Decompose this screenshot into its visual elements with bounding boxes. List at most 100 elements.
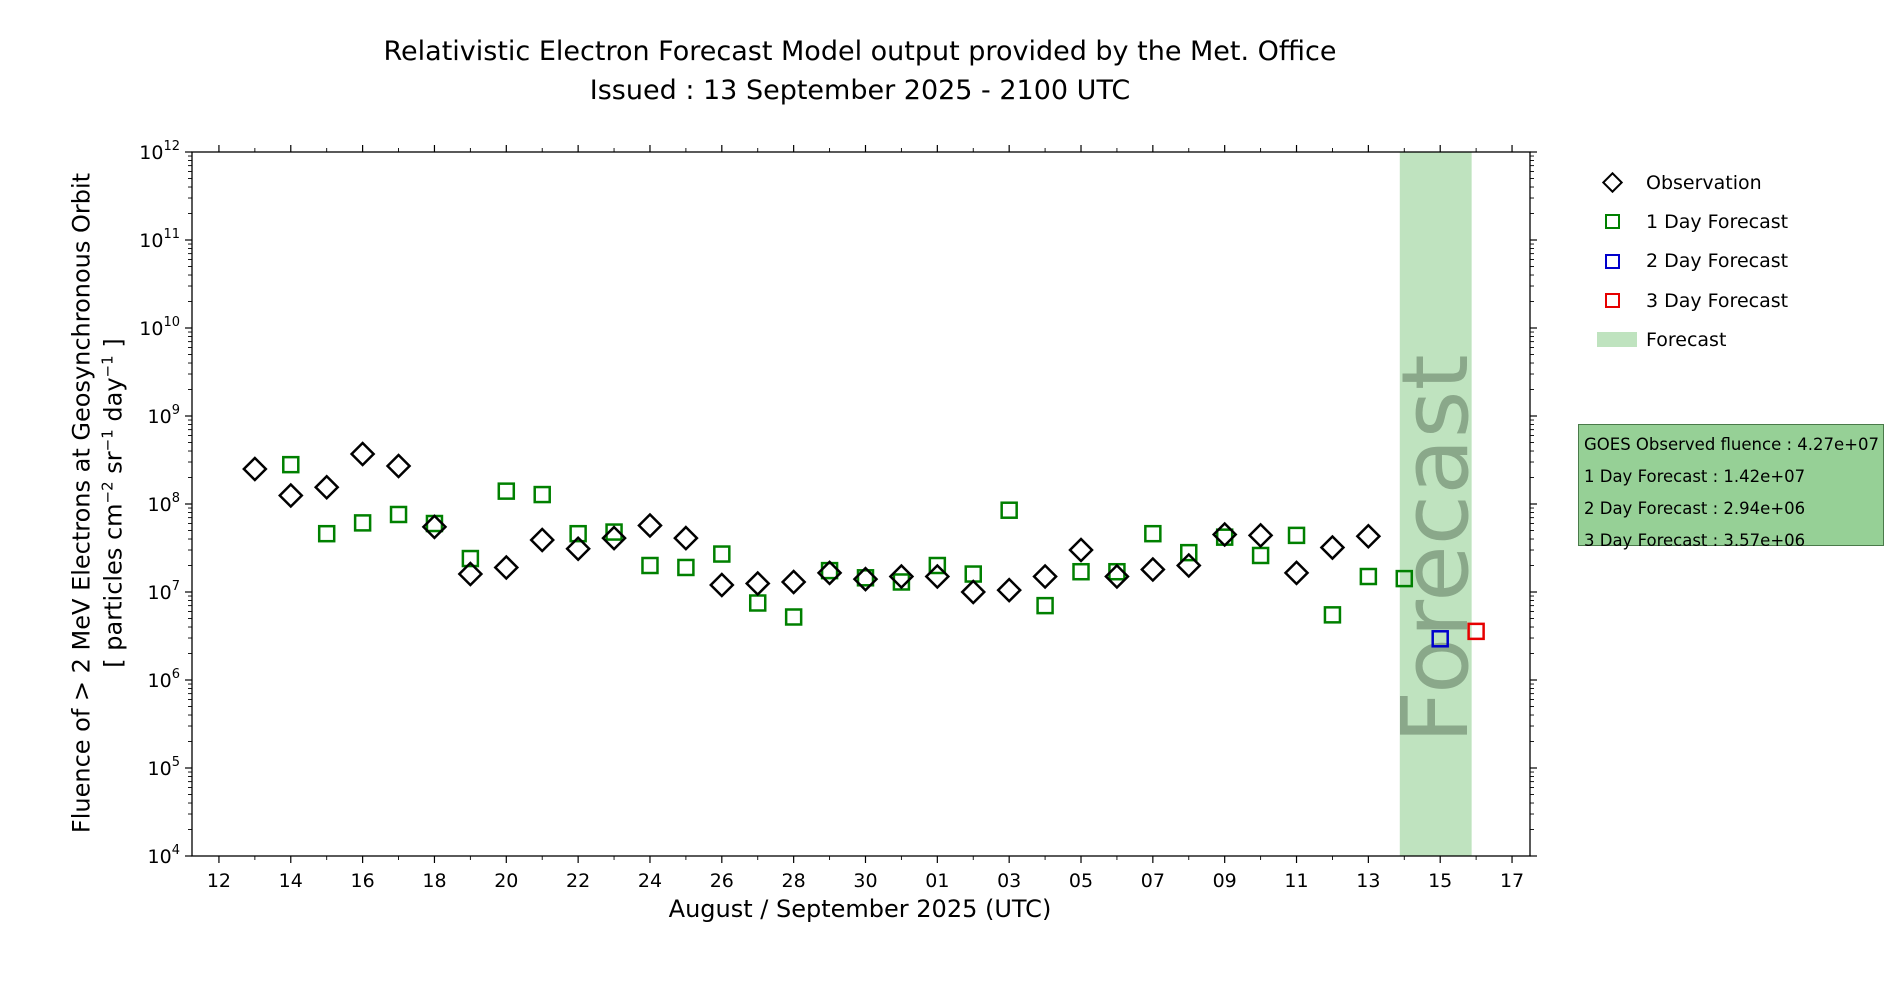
1-day-forecast-point [389,505,408,524]
observation-point [1247,522,1274,549]
1-day-forecast-point [461,549,480,568]
observation-point [637,512,663,539]
1-day-forecast-point [748,594,767,612]
1-day-forecast-point [282,455,300,474]
observation-point [421,514,448,540]
1-day-forecast-point [1215,528,1234,546]
y-tick-label: 108 [148,491,180,516]
x-tick-label: 28 [782,870,806,892]
legend-label: 1 Day Forecast [1646,210,1789,233]
1-day-forecast-point [1000,501,1018,519]
observation-point [780,569,807,595]
legend-item-1day: 1 Day Forecast [1582,202,1882,241]
x-tick-label: 09 [1213,870,1237,892]
1-day-forecast-point [1395,569,1414,588]
1-day-forecast-point [1144,524,1162,543]
1-day-forecast-point [1359,567,1378,586]
observation-point [349,441,376,467]
1-day-forecast-point [569,524,587,543]
x-tick-label: 01 [925,870,949,892]
1-day-forecast-point [1072,562,1090,581]
legend-label: 3 Day Forecast [1646,289,1789,312]
observation-point [924,563,951,590]
info-2day-forecast: 2 Day Forecast : 2.94e+06 [1584,499,1806,518]
1-day-forecast-point [1251,546,1270,565]
observation-point [565,535,591,562]
observation-point [242,456,268,482]
observation-point [601,525,627,551]
observation-point [1355,523,1382,550]
legend-square-icon [1582,249,1642,273]
1-day-forecast-point [784,608,803,626]
x-tick-label: 30 [853,870,877,892]
1-day-forecast-point [1323,606,1342,624]
1-day-forecast-point [497,482,516,500]
legend-item-3day: 3 Day Forecast [1582,281,1882,320]
forecast-band-label: Forecast [1382,354,1489,743]
legend-diamond-icon [1582,171,1642,195]
y-tick-label: 1012 [139,139,180,164]
x-tick-label: 13 [1356,870,1380,892]
chart-title: Relativistic Electron Forecast Model out… [383,36,1337,67]
legend-label: 2 Day Forecast [1646,250,1789,273]
1-day-forecast-point [1180,543,1198,562]
chart-subtitle: Issued : 13 September 2025 - 2100 UTC [589,75,1131,106]
observation-point [457,561,484,587]
observation-point [1211,521,1238,548]
1-day-forecast-point [353,514,372,532]
observation-point [852,566,879,592]
x-tick-label: 05 [1069,870,1093,892]
observation-point [1319,534,1346,561]
observation-point [996,577,1022,603]
y-tick-label: 1011 [139,227,180,252]
x-tick-label: 22 [566,870,590,892]
y-tick-label: 105 [148,755,180,780]
observation-point [1140,556,1166,583]
legend-item-observation: Observation [1582,163,1882,202]
3-day-forecast-point [1467,622,1485,641]
observation-point [888,563,915,590]
x-tick-label: 15 [1428,870,1452,892]
observation-point [816,560,843,586]
1-day-forecast-point [1287,526,1306,545]
x-tick-label: 26 [710,870,734,892]
observation-point [529,527,555,553]
info-3day-forecast: 3 Day Forecast : 3.57e+06 [1584,531,1806,550]
plot-frame [191,151,1531,857]
legend-band-icon [1582,328,1642,352]
observation-point [1032,563,1058,590]
x-tick-label: 12 [207,870,231,892]
legend-label: Forecast [1646,328,1727,351]
x-tick-label: 11 [1284,870,1308,892]
forecast-band [1399,152,1472,856]
observation-point [744,570,771,597]
observation-point [493,554,520,581]
legend-label: Observation [1646,171,1762,194]
y-tick-label: 107 [148,579,180,604]
observation-point [960,579,987,605]
legend-item-2day: 2 Day Forecast [1582,242,1882,281]
1-day-forecast-point [533,485,551,504]
x-tick-label: 03 [997,870,1021,892]
1-day-forecast-point [713,545,731,563]
x-tick-label: 20 [494,870,518,892]
1-day-forecast-point [928,556,947,575]
x-tick-label: 18 [422,870,446,892]
observation-point [673,525,699,551]
x-tick-label: 14 [279,870,303,892]
info-1day-forecast: 1 Day Forecast : 1.42e+07 [1584,467,1806,486]
1-day-forecast-point [892,573,911,591]
x-tick-label: 16 [351,870,375,892]
y-tick-label: 106 [148,667,180,692]
legend-item-forecast: Forecast [1582,320,1882,359]
x-axis-label: August / September 2025 (UTC) [668,895,1052,923]
1-day-forecast-point [1036,596,1054,615]
observation-point [1068,537,1094,563]
y-tick-label: 109 [148,403,180,428]
observation-point [709,572,735,598]
observation-point [385,453,412,479]
fluence-info-box: GOES Observed fluence : 4.27e+07 1 Day F… [1578,424,1884,550]
observation-point [1283,560,1310,586]
x-tick-label: 07 [1141,870,1165,892]
